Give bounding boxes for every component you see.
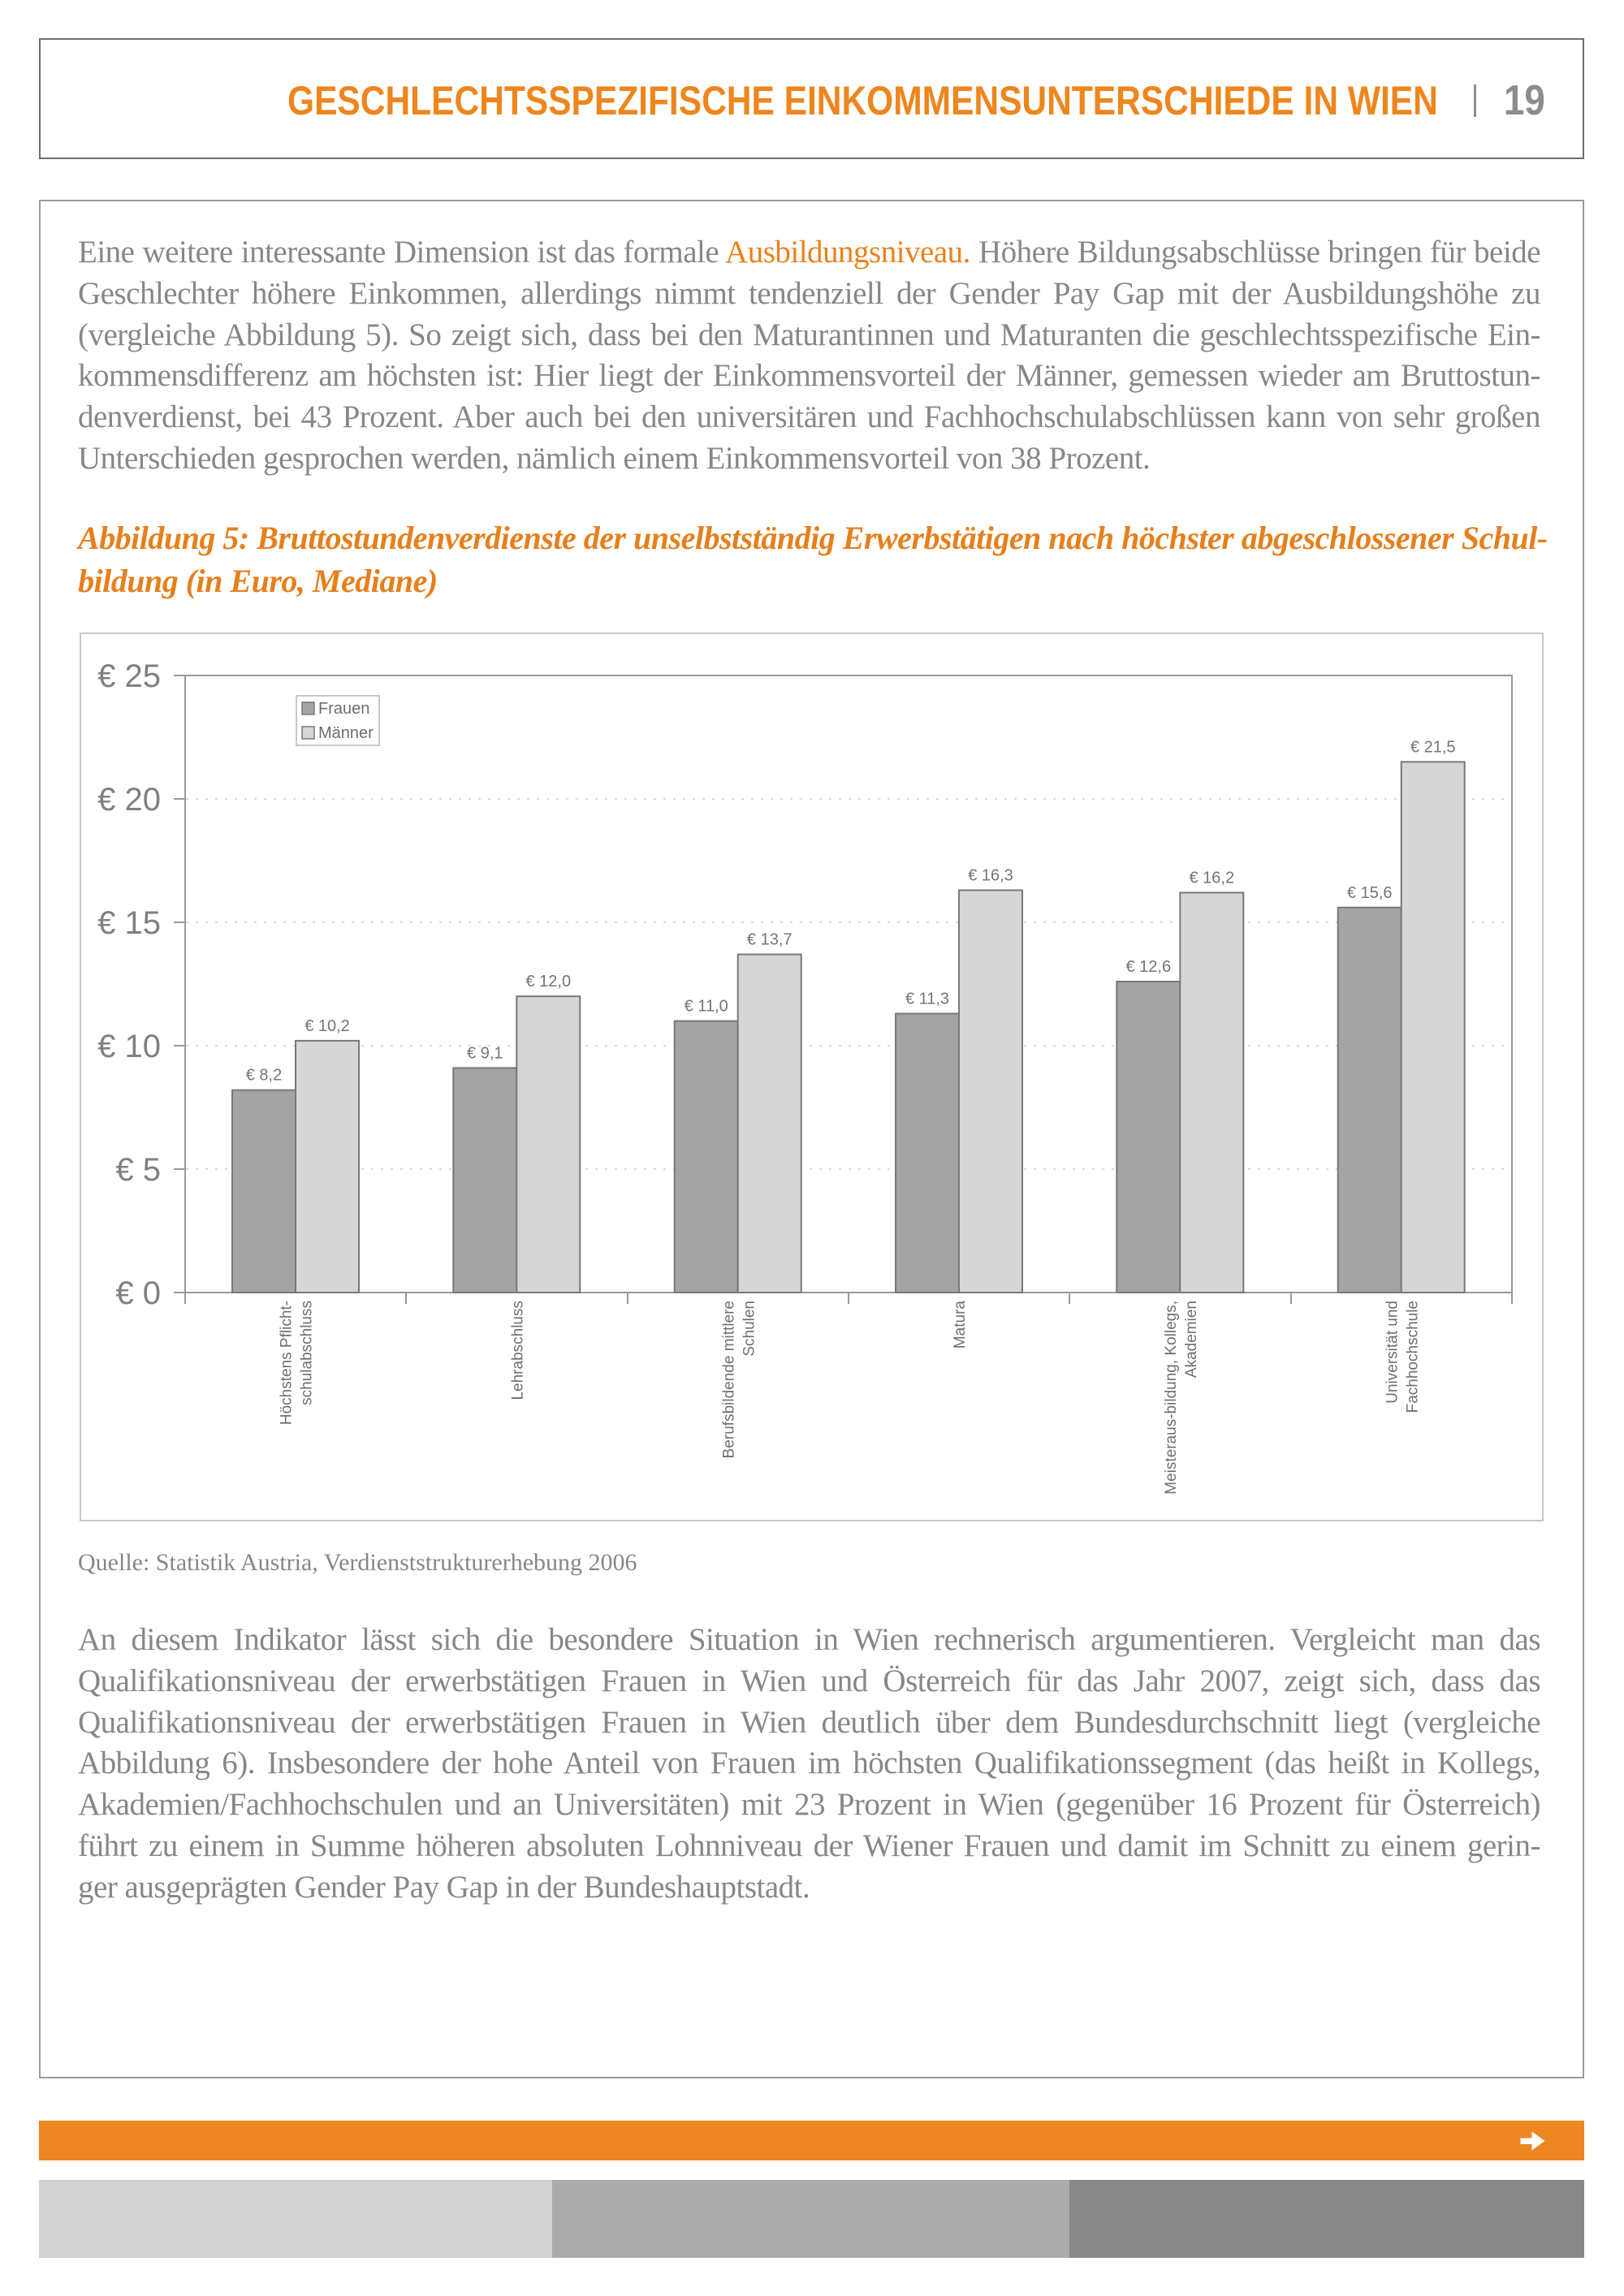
svg-text:€ 16,2: € 16,2 <box>1189 870 1234 887</box>
svg-text:Universität und: Universität und <box>1384 1301 1401 1404</box>
svg-text:€ 21,5: € 21,5 <box>1410 738 1456 756</box>
svg-text:Berufsbildende mittlere: Berufsbildende mittlere <box>720 1301 737 1458</box>
svg-text:Frauen: Frauen <box>318 700 369 718</box>
svg-text:€ 8,2: € 8,2 <box>246 1067 282 1085</box>
svg-text:€ 25: € 25 <box>97 658 161 694</box>
svg-text:€ 12,6: € 12,6 <box>1125 958 1171 976</box>
svg-text:€ 15: € 15 <box>97 905 161 941</box>
svg-text:€ 13,7: € 13,7 <box>747 931 793 949</box>
svg-text:€ 11,3: € 11,3 <box>905 990 949 1008</box>
svg-text:€ 9,1: € 9,1 <box>467 1044 503 1062</box>
svg-text:Lehrabschluss: Lehrabschluss <box>510 1301 527 1400</box>
svg-text:schulabschluss: schulabschluss <box>299 1301 316 1405</box>
svg-text:€ 16,3: € 16,3 <box>968 867 1013 885</box>
svg-text:Meisteraus-bildung, Kollegs,: Meisteraus-bildung, Kollegs, <box>1163 1301 1180 1495</box>
svg-text:€ 10,2: € 10,2 <box>304 1017 350 1035</box>
svg-text:Akademien: Akademien <box>1183 1301 1200 1378</box>
svg-text:€ 20: € 20 <box>97 782 161 818</box>
svg-text:€ 5: € 5 <box>115 1152 161 1188</box>
svg-text:Männer: Männer <box>318 724 374 742</box>
svg-text:€ 0: € 0 <box>115 1275 161 1311</box>
svg-text:Höchstens Pflicht-: Höchstens Pflicht- <box>279 1301 296 1425</box>
svg-text:€ 11,0: € 11,0 <box>685 998 728 1016</box>
svg-text:Schulen: Schulen <box>741 1301 758 1357</box>
svg-text:€ 10: € 10 <box>97 1029 161 1064</box>
svg-text:€ 12,0: € 12,0 <box>525 973 571 990</box>
svg-text:Matura: Matura <box>952 1301 969 1349</box>
svg-text:Fachhochschule: Fachhochschule <box>1404 1301 1421 1413</box>
svg-text:€ 15,6: € 15,6 <box>1347 884 1393 902</box>
